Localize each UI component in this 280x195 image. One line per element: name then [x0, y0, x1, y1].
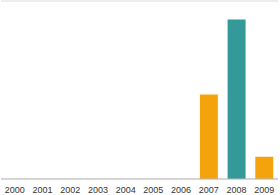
svg-text:2007: 2007	[199, 185, 219, 195]
svg-text:2003: 2003	[88, 185, 108, 195]
svg-text:2004: 2004	[116, 185, 136, 195]
svg-text:2002: 2002	[60, 185, 80, 195]
svg-text:2005: 2005	[143, 185, 163, 195]
svg-text:2000: 2000	[8, 185, 25, 195]
svg-text:2006: 2006	[171, 185, 191, 195]
svg-text:2009: 2009	[254, 185, 272, 195]
svg-text:2001: 2001	[33, 185, 53, 195]
svg-text:2008: 2008	[226, 185, 246, 195]
